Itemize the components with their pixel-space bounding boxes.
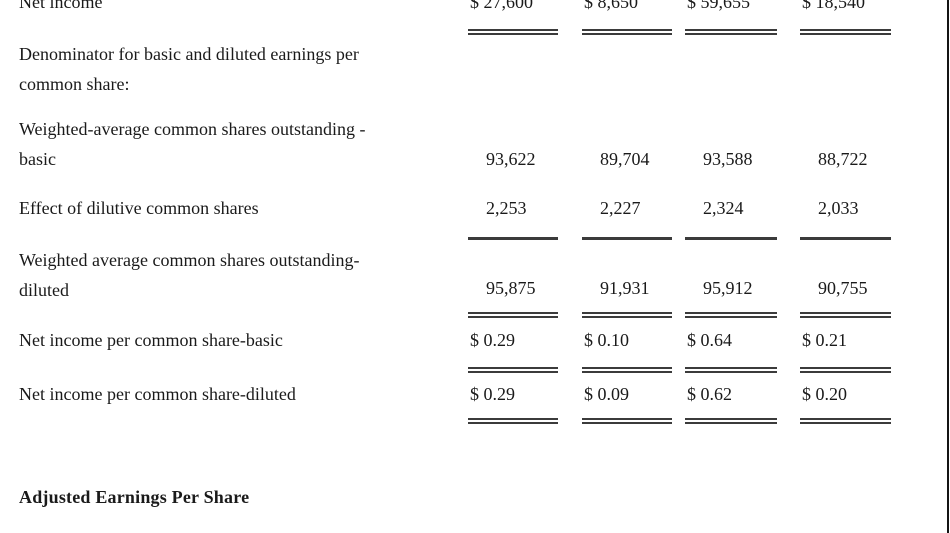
page-right-border (947, 0, 949, 533)
net-income-value-col4: $ 18,540 (802, 0, 865, 12)
table-rule (800, 237, 891, 240)
dilutive-effect-value-col2: 2,227 (600, 198, 641, 218)
net-income-value-col3: $ 59,655 (687, 0, 750, 12)
waso-diluted-value-col4: 90,755 (818, 278, 868, 298)
waso-diluted-value-col1: 95,875 (486, 278, 536, 298)
eps-basic-value-col4: $ 0.21 (802, 330, 847, 350)
net-income-value-col1: $ 27,600 (470, 0, 533, 12)
table-rule (800, 312, 891, 318)
table-rule (800, 418, 891, 424)
row-label-denominator-line2: common share: (19, 74, 130, 94)
row-label-eps-basic: Net income per common share-basic (19, 330, 283, 350)
table-rule (582, 418, 672, 424)
row-label-eps-diluted: Net income per common share-diluted (19, 384, 296, 404)
table-rule (468, 418, 558, 424)
eps-basic-value-col1: $ 0.29 (470, 330, 515, 350)
table-rule (582, 367, 672, 373)
dilutive-effect-value-col1: 2,253 (486, 198, 527, 218)
table-rule (685, 237, 777, 240)
table-rule (685, 367, 777, 373)
row-label-net-income: Net income (19, 0, 103, 12)
eps-diluted-value-col4: $ 0.20 (802, 384, 847, 404)
waso-basic-value-col1: 93,622 (486, 149, 536, 169)
eps-diluted-value-col1: $ 0.29 (470, 384, 515, 404)
table-rule (468, 237, 558, 240)
table-rule (800, 29, 891, 35)
row-label-waso-basic-line1: Weighted-average common shares outstandi… (19, 119, 366, 139)
table-rule (685, 312, 777, 318)
net-income-value-col2: $ 8,650 (584, 0, 638, 12)
section-heading: Adjusted Earnings Per Share (19, 487, 250, 507)
table-rule (582, 237, 672, 240)
eps-basic-value-col2: $ 0.10 (584, 330, 629, 350)
row-label-waso-diluted-line2: diluted (19, 280, 69, 300)
row-label-denominator-line1: Denominator for basic and diluted earnin… (19, 44, 359, 64)
table-rule (468, 312, 558, 318)
table-rule (582, 29, 672, 35)
table-rule (582, 312, 672, 318)
dilutive-effect-value-col3: 2,324 (703, 198, 744, 218)
eps-diluted-value-col3: $ 0.62 (687, 384, 732, 404)
table-rule (685, 29, 777, 35)
waso-basic-value-col2: 89,704 (600, 149, 650, 169)
table-rule (685, 418, 777, 424)
eps-diluted-value-col2: $ 0.09 (584, 384, 629, 404)
row-label-dilutive-effect: Effect of dilutive common shares (19, 198, 259, 218)
eps-basic-value-col3: $ 0.64 (687, 330, 732, 350)
table-rule (800, 367, 891, 373)
table-rule (468, 29, 558, 35)
waso-basic-value-col4: 88,722 (818, 149, 868, 169)
dilutive-effect-value-col4: 2,033 (818, 198, 859, 218)
table-rule (468, 367, 558, 373)
row-label-waso-basic-line2: basic (19, 149, 56, 169)
row-label-waso-diluted-line1: Weighted average common shares outstandi… (19, 250, 360, 270)
waso-diluted-value-col2: 91,931 (600, 278, 650, 298)
waso-basic-value-col3: 93,588 (703, 149, 753, 169)
waso-diluted-value-col3: 95,912 (703, 278, 753, 298)
